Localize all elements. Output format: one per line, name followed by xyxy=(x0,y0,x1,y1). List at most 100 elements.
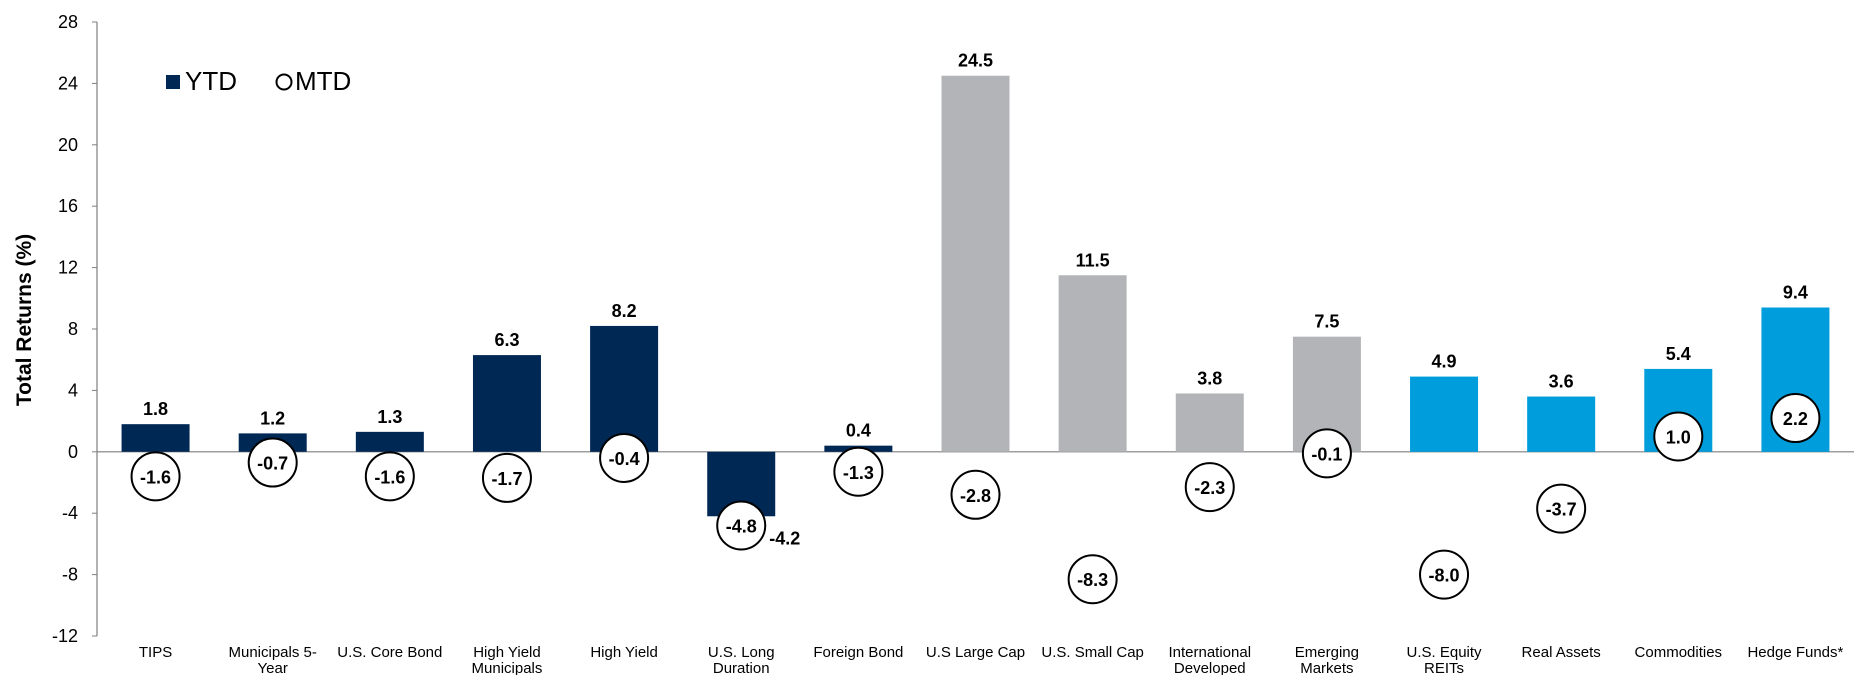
category-label-line: Emerging xyxy=(1295,644,1359,661)
mtd-data-label: -0.7 xyxy=(257,454,288,474)
mtd-circle xyxy=(130,451,181,502)
ytd-bars xyxy=(121,75,1830,517)
category-label-line: Year xyxy=(258,660,288,675)
mtd-data-label: -1.7 xyxy=(491,469,522,489)
ytd-bar xyxy=(941,75,1010,452)
mtd-data-label: -1.6 xyxy=(140,467,171,487)
mtd-marker: -8.0 xyxy=(1419,549,1470,600)
y-tick-label: 24 xyxy=(58,73,78,93)
mtd-data-label: 1.0 xyxy=(1666,427,1691,447)
mtd-data-label: -2.8 xyxy=(960,486,991,506)
ytd-data-labels: 1.8 1.2 1.3 6.3 8.2 -4.2 0.4 24.5 11.5 3.8 7.5 4.9 3… xyxy=(143,51,1808,549)
mtd-data-label: -3.7 xyxy=(1546,500,1577,520)
y-tick-label: 20 xyxy=(58,135,78,155)
category-label: U.S. Core Bond xyxy=(337,644,442,661)
category-label-line: TIPS xyxy=(139,644,172,661)
ytd-data-label: 0.4 xyxy=(846,421,871,441)
legend-ytd-label: YTD xyxy=(185,66,237,96)
mtd-circle xyxy=(1301,428,1352,479)
mtd-circle xyxy=(364,451,415,502)
ytd-data-label: 3.6 xyxy=(1549,372,1574,392)
ytd-data-label: 3.8 xyxy=(1197,368,1222,388)
category-label: High Yield Municipals xyxy=(472,644,543,675)
category-label-line: Commodities xyxy=(1635,644,1723,661)
mtd-circle xyxy=(1536,483,1587,534)
mtd-circle xyxy=(247,437,298,488)
mtd-circle xyxy=(481,452,532,503)
category-label: Municipals 5-Year xyxy=(229,644,317,675)
ytd-data-label: 5.4 xyxy=(1666,344,1691,364)
category-label-line: U.S. Core Bond xyxy=(337,644,442,661)
mtd-marker: -8.3 xyxy=(1067,554,1118,605)
mtd-marker: 2.2 xyxy=(1770,393,1821,444)
category-label: Real Assets xyxy=(1522,644,1601,661)
y-tick-label: 12 xyxy=(58,258,78,278)
category-label: Hedge Funds* xyxy=(1747,644,1843,661)
mtd-circle xyxy=(833,446,884,497)
category-label-line: International xyxy=(1168,644,1251,661)
y-tick-label: 16 xyxy=(58,196,78,216)
mtd-circle xyxy=(1067,554,1118,605)
legend-ytd-swatch xyxy=(166,75,180,89)
ytd-data-label: 4.9 xyxy=(1432,352,1457,372)
ytd-bar xyxy=(590,325,659,452)
category-label-line: U.S Large Cap xyxy=(926,644,1025,661)
category-label: U.S. Equity REITs xyxy=(1407,644,1483,675)
category-label-line: Foreign Bond xyxy=(813,644,903,661)
ytd-data-label: 11.5 xyxy=(1076,250,1110,270)
ytd-data-label: 8.2 xyxy=(612,301,637,321)
mtd-marker: -2.3 xyxy=(1184,462,1235,513)
y-tick-label: -8 xyxy=(62,565,78,585)
y-tick-label: -4 xyxy=(62,503,78,523)
ytd-bar xyxy=(1527,396,1596,452)
mtd-marker: -2.8 xyxy=(950,469,1001,520)
category-label-line: Real Assets xyxy=(1522,644,1601,661)
category-label: TIPS xyxy=(139,644,172,661)
y-tick-label: 0 xyxy=(68,442,78,462)
mtd-circle xyxy=(599,432,650,483)
category-label-line: Municipals xyxy=(472,660,543,675)
mtd-marker: -1.7 xyxy=(481,452,532,503)
ytd-bar xyxy=(1410,376,1479,452)
mtd-marker: -4.8 xyxy=(716,500,767,551)
mtd-data-label: -8.3 xyxy=(1077,570,1108,590)
ytd-data-label: 6.3 xyxy=(494,330,519,350)
mtd-circle xyxy=(950,469,1001,520)
mtd-data-label: -0.1 xyxy=(1311,444,1342,464)
mtd-circle xyxy=(716,500,767,551)
ytd-data-label: 9.4 xyxy=(1783,283,1808,303)
category-label-line: Markets xyxy=(1300,660,1353,675)
mtd-data-label: -1.6 xyxy=(374,467,405,487)
ytd-data-label: 1.3 xyxy=(377,407,402,427)
mtd-marker: -0.7 xyxy=(247,437,298,488)
mtd-marker: 1.0 xyxy=(1653,411,1704,462)
mtd-marker: -3.7 xyxy=(1536,483,1587,534)
ytd-bar xyxy=(1058,275,1127,452)
mtd-marker: -1.6 xyxy=(130,451,181,502)
mtd-data-label: -0.4 xyxy=(609,449,640,469)
mtd-marker: -0.4 xyxy=(599,432,650,483)
category-label-line: High Yield xyxy=(473,644,541,661)
ytd-data-label: 7.5 xyxy=(1314,312,1339,332)
ytd-bar xyxy=(355,431,424,452)
y-tick-label: 4 xyxy=(68,380,78,400)
mtd-data-label: -2.3 xyxy=(1194,478,1225,498)
ytd-data-label: 1.8 xyxy=(143,399,168,419)
category-label: Commodities xyxy=(1635,644,1723,661)
mtd-circle xyxy=(1419,549,1470,600)
legend: YTD MTD xyxy=(166,66,351,96)
mtd-data-label: 2.2 xyxy=(1783,409,1808,429)
category-label-line: U.S. Long xyxy=(708,644,775,661)
category-label: Foreign Bond xyxy=(813,644,903,661)
category-label-line: U.S. Small Cap xyxy=(1041,644,1144,661)
ytd-bar xyxy=(121,424,190,452)
category-label: U.S. Small Cap xyxy=(1041,644,1144,661)
y-tick-label: 8 xyxy=(68,319,78,339)
mtd-marker: -1.3 xyxy=(833,446,884,497)
mtd-markers: -1.6 -0.7 -1.6 -1.7 -0.4 -4.8 -1.3 -2.8 -8.3 -2.3… xyxy=(130,393,1821,605)
y-tick-label: 28 xyxy=(58,12,78,32)
ytd-data-label: -4.2 xyxy=(769,528,800,548)
legend-mtd-label: MTD xyxy=(295,66,351,96)
ytd-data-label: 1.2 xyxy=(260,408,285,428)
